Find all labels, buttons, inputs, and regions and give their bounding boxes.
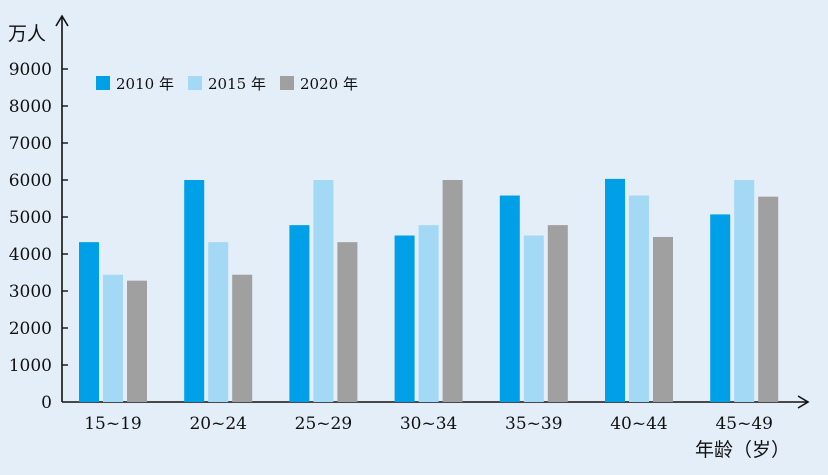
bar — [547, 225, 568, 402]
y-tick-label: 8000 — [9, 97, 52, 117]
bar — [442, 180, 463, 402]
y-tick-label: 7000 — [9, 134, 52, 154]
y-tick-label: 2000 — [9, 319, 52, 339]
legend-swatch — [188, 76, 202, 90]
bars — [79, 178, 779, 402]
bar — [232, 274, 253, 402]
bar — [289, 225, 310, 402]
legend-label: 2010 年 — [116, 75, 174, 93]
bar — [79, 242, 99, 402]
x-axis-arrow-icon — [797, 395, 810, 409]
y-tick-label: 9000 — [9, 60, 52, 80]
x-tick-label: 20~24 — [189, 414, 247, 434]
y-tick-label: 4000 — [9, 245, 52, 265]
bar — [103, 274, 123, 402]
y-tick-label: 5000 — [9, 208, 52, 228]
x-tick-label: 45~49 — [715, 414, 773, 434]
bar — [605, 178, 625, 402]
bar — [523, 235, 544, 402]
bar — [313, 180, 334, 402]
x-tick-label: 40~44 — [610, 414, 668, 434]
y-tick-label: 3000 — [9, 282, 52, 302]
bar — [337, 242, 358, 402]
bar — [734, 180, 755, 402]
y-tick-label: 1000 — [9, 356, 52, 376]
y-axis-arrow-icon — [55, 14, 69, 27]
x-tick-label: 35~39 — [505, 414, 563, 434]
y-axis-unit-label: 万人 — [8, 23, 46, 45]
bar — [758, 196, 779, 402]
bar — [710, 214, 731, 402]
labels: 0 1000 2000 3000 4000 5000 6000 7000 8000 9000 万人 1… — [8, 23, 790, 461]
bar — [418, 225, 439, 402]
x-tick-label: 25~29 — [295, 414, 353, 434]
bar — [184, 180, 205, 402]
bar — [208, 242, 229, 402]
legend: 2010 年 2015 年 2020 年 — [96, 75, 358, 93]
bar — [127, 280, 147, 402]
legend-label: 2015 年 — [208, 75, 266, 93]
bar — [499, 195, 520, 402]
legend-swatch — [96, 76, 110, 90]
legend-label: 2020 年 — [300, 75, 358, 93]
legend-swatch — [280, 76, 294, 90]
bar — [653, 236, 673, 402]
x-axis-label: 年龄（岁） — [695, 439, 790, 461]
x-tick-label: 15~19 — [84, 414, 142, 434]
bar — [394, 235, 415, 402]
bar — [629, 195, 649, 402]
y-tick-label: 6000 — [9, 171, 52, 191]
y-tick-label: 0 — [41, 393, 52, 413]
x-tick-label: 30~34 — [400, 414, 458, 434]
